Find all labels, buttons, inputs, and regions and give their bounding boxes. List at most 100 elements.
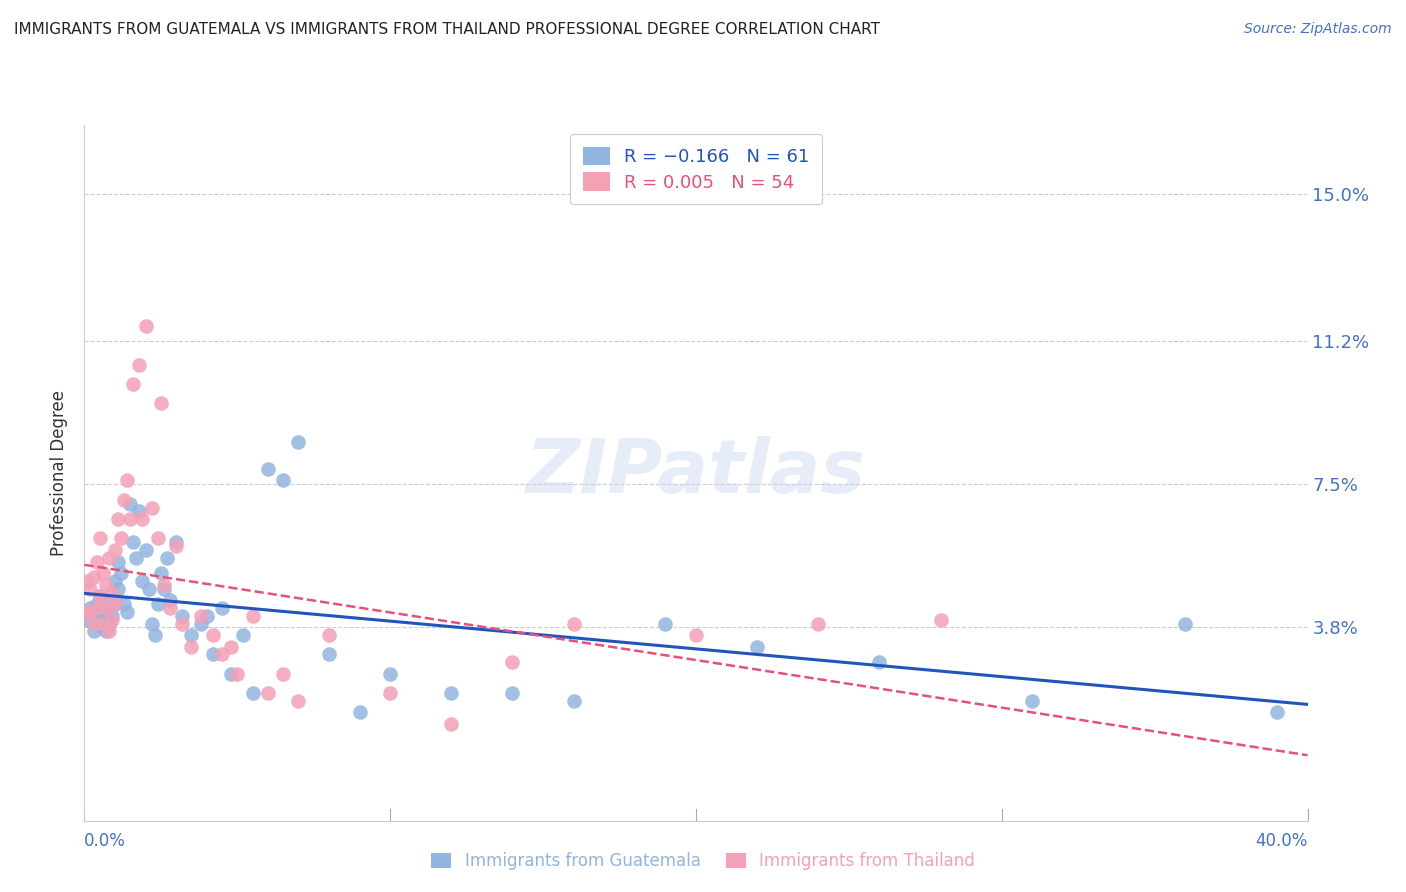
Point [159, 593, 181, 607]
Point [94, 624, 117, 639]
Point [219, 640, 242, 654]
Point [91, 620, 114, 634]
Point [79, 582, 101, 596]
Point [211, 648, 233, 662]
Point [149, 566, 172, 581]
Point [146, 532, 169, 546]
Point [190, 616, 212, 631]
Point [257, 686, 280, 700]
Point [562, 616, 585, 631]
Point [349, 706, 371, 720]
Point [172, 616, 194, 631]
Point [89, 590, 111, 604]
Point [86, 555, 108, 569]
Point [153, 578, 176, 592]
Point [156, 550, 179, 565]
Point [104, 597, 127, 611]
Point [94, 601, 117, 615]
Point [195, 608, 218, 623]
Point [76, 605, 98, 619]
Point [502, 686, 524, 700]
Point [172, 608, 194, 623]
Point [146, 597, 169, 611]
Point [141, 616, 163, 631]
Point [226, 666, 249, 681]
Text: IMMIGRANTS FROM GUATEMALA VS IMMIGRANTS FROM THAILAND PROFESSIONAL DEGREE CORREL: IMMIGRANTS FROM GUATEMALA VS IMMIGRANTS … [14, 22, 880, 37]
Point [122, 535, 145, 549]
Point [89, 590, 111, 604]
Point [1021, 694, 1043, 708]
Point [242, 686, 264, 700]
Point [929, 613, 952, 627]
Point [94, 608, 117, 623]
Point [380, 686, 402, 700]
Point [79, 605, 101, 619]
Point [131, 574, 153, 588]
Point [165, 535, 187, 549]
Point [143, 628, 166, 642]
Point [257, 462, 280, 476]
Point [107, 582, 129, 596]
Point [101, 613, 124, 627]
Point [1174, 616, 1197, 631]
Point [91, 566, 114, 581]
Point [83, 616, 105, 631]
Point [97, 616, 120, 631]
Point [110, 566, 132, 581]
Point [201, 648, 224, 662]
Point [97, 550, 120, 565]
Point [149, 396, 172, 410]
Point [135, 543, 157, 558]
Point [271, 666, 294, 681]
Point [86, 601, 108, 615]
Point [502, 655, 524, 669]
Point [141, 500, 163, 515]
Point [110, 532, 132, 546]
Point [94, 593, 117, 607]
Point [654, 616, 676, 631]
Point [685, 628, 707, 642]
Point [76, 574, 98, 588]
Legend: Immigrants from Guatemala, Immigrants from Thailand: Immigrants from Guatemala, Immigrants fr… [432, 852, 974, 870]
Point [76, 613, 98, 627]
Point [318, 648, 340, 662]
Point [86, 597, 108, 611]
Text: Source: ZipAtlas.com: Source: ZipAtlas.com [1244, 22, 1392, 37]
Point [104, 574, 127, 588]
Point [107, 555, 129, 569]
Point [94, 578, 117, 592]
Point [79, 601, 101, 615]
Point [89, 532, 111, 546]
Point [138, 582, 160, 596]
Point [112, 597, 135, 611]
Point [180, 640, 202, 654]
Point [128, 358, 150, 372]
Point [747, 640, 769, 654]
Point [180, 628, 202, 642]
Point [165, 539, 187, 553]
Y-axis label: Professional Degree: Professional Degree [51, 390, 69, 556]
Point [135, 318, 157, 333]
Point [107, 512, 129, 526]
Point [115, 474, 138, 488]
Point [562, 694, 585, 708]
Text: 40.0%: 40.0% [1256, 832, 1308, 850]
Point [1265, 706, 1288, 720]
Point [271, 474, 294, 488]
Point [201, 628, 224, 642]
Point [89, 608, 111, 623]
Point [120, 497, 142, 511]
Point [120, 512, 142, 526]
Point [101, 608, 124, 623]
Point [211, 601, 233, 615]
Point [101, 585, 124, 599]
Point [115, 605, 138, 619]
Point [242, 608, 264, 623]
Point [83, 624, 105, 639]
Point [287, 694, 309, 708]
Point [232, 628, 254, 642]
Point [287, 434, 309, 449]
Point [807, 616, 830, 631]
Point [131, 512, 153, 526]
Point [83, 608, 105, 623]
